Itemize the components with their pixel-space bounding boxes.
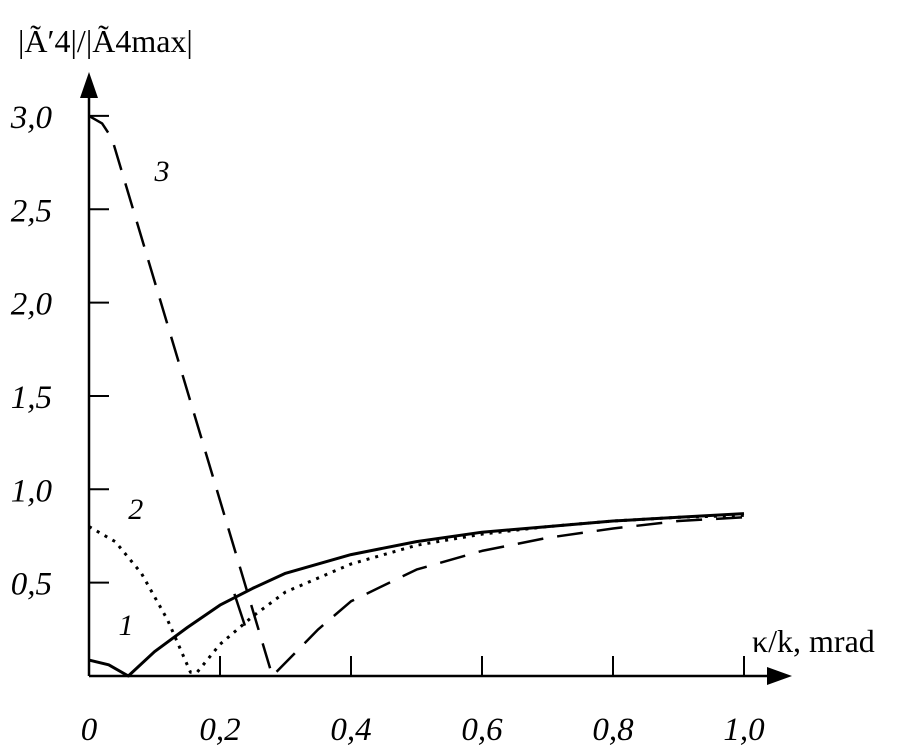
x-tick-label: 1,0 (723, 712, 765, 748)
x-tick-label: 0,2 (199, 712, 240, 748)
y-axis-title: |Ã′4|/|Ã4max| (18, 23, 193, 59)
series-2-line (88, 513, 745, 674)
curve-marker (233, 593, 247, 626)
axes (80, 72, 792, 685)
series-1-line (88, 512, 745, 678)
y-tick-label: 2,0 (11, 287, 53, 323)
series-3-line (88, 114, 745, 678)
curve-label-3: 3 (154, 155, 170, 188)
y-tick-label: 3,0 (10, 100, 53, 136)
y-tick-label: 2,5 (11, 193, 52, 229)
y-tick-label: 1,0 (11, 473, 53, 509)
y-tick-label: 0,5 (11, 567, 52, 603)
x-axis-title: κ/k, mrad (752, 623, 875, 659)
x-tick-label: 0,6 (461, 712, 503, 748)
x-tick-label: 0,8 (592, 712, 634, 748)
curve-label-1: 1 (118, 609, 133, 642)
y-axis-arrow (80, 72, 98, 98)
x-tick-label: 0,4 (330, 712, 371, 748)
y-tick-label: 1,5 (11, 380, 52, 416)
labels: 0 0,2 0,4 0,6 0,8 1,0 0,5 1,0 1,5 2,0 2,5 3,0 1 2 3 (10, 100, 765, 748)
curve-label-2: 2 (128, 493, 143, 526)
x-axis-arrow (767, 667, 792, 685)
x-tick-label: 0 (81, 712, 98, 748)
curves (88, 114, 745, 678)
